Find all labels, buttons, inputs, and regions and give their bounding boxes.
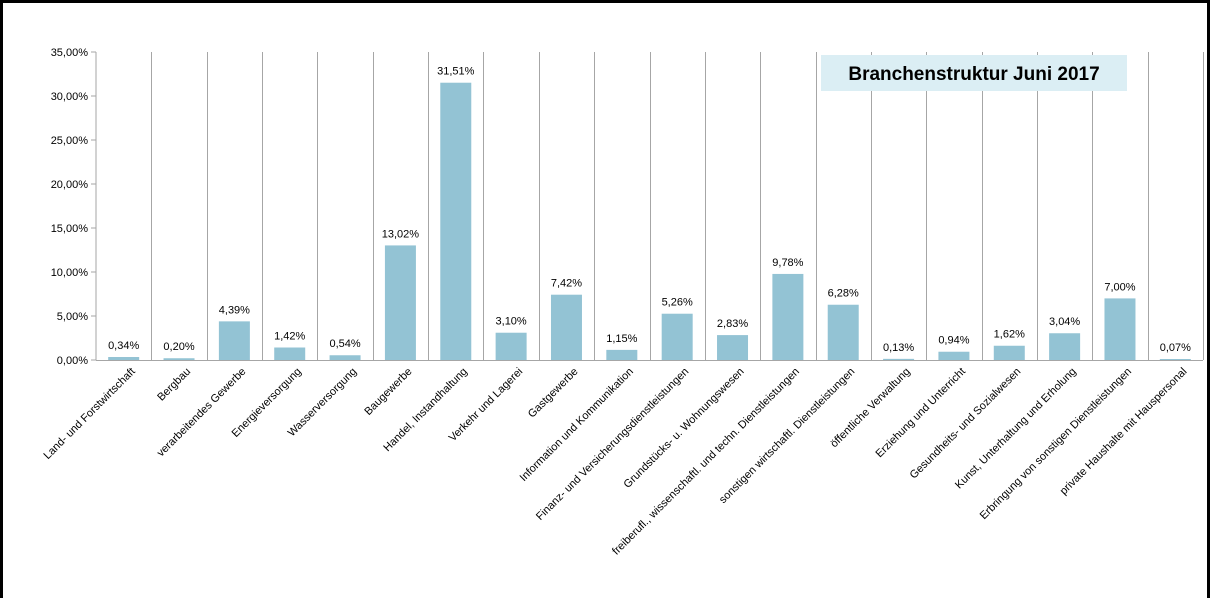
bar <box>717 335 749 360</box>
data-label: 0,34% <box>108 340 139 352</box>
bar-chart: 0,34% 0,20% 4,39% 1,42% 0,54% 13,02% 31,51% 3,1… <box>42 47 1204 558</box>
data-label: 9,78% <box>772 257 803 269</box>
data-label: 0,94% <box>938 335 969 347</box>
data-label: 2,83% <box>717 318 748 330</box>
y-tick-label: 25,00% <box>51 135 89 147</box>
data-label: 31,51% <box>437 66 475 78</box>
bar <box>606 349 638 360</box>
data-label: 4,39% <box>219 304 250 316</box>
bar <box>1104 298 1136 360</box>
data-label: 0,13% <box>883 342 914 354</box>
data-label-layer: 0,34% 0,20% 4,39% 1,42% 0,54% 13,02% 31,51% 3,1… <box>108 66 1191 354</box>
data-label: 7,00% <box>1104 281 1135 293</box>
data-label: 13,02% <box>382 228 420 240</box>
x-tick-label: freiberufl., wissenschaftl. und techn. D… <box>610 366 802 558</box>
y-tick-label: 20,00% <box>51 179 89 191</box>
bar <box>1159 359 1191 360</box>
x-tick-label: Land- und Forstwirtschaft <box>42 366 138 462</box>
x-tick-label: verarbeitendes Gewerbe <box>155 366 249 460</box>
bar <box>883 358 915 360</box>
y-tick-label: 35,00% <box>51 47 89 59</box>
x-axis-tick-layer: Land- und Forstwirtschaft Bergbauverarbei… <box>42 366 1190 558</box>
data-label: 0,20% <box>163 341 194 353</box>
data-label: 7,42% <box>551 278 582 290</box>
bar <box>495 332 527 360</box>
x-tick-label: Information und Kommunikation <box>518 366 636 484</box>
data-label: 0,07% <box>1160 342 1191 354</box>
bar <box>274 347 306 360</box>
chart-title-group: Branchenstruktur Juni 2017 <box>821 55 1127 91</box>
data-label: 1,42% <box>274 331 305 343</box>
data-label: 6,28% <box>828 288 859 300</box>
grid-layer <box>95 52 1204 361</box>
x-tick-label: Erziehung und Unterricht <box>874 366 969 461</box>
bar <box>218 321 250 360</box>
y-tick-label: 10,00% <box>51 267 89 279</box>
bar <box>1049 333 1081 360</box>
bar <box>550 294 582 360</box>
x-tick-label: Grundstücks- u. Wohnungswesen <box>622 366 747 491</box>
y-tick-label: 0,00% <box>57 355 88 367</box>
x-tick-label: Gesundheits- und Sozialwesen <box>908 366 1024 482</box>
x-tick-label: Kunst, Unterhaltung und Erholung <box>953 366 1079 492</box>
data-label: 0,54% <box>329 338 360 350</box>
bar <box>163 358 195 360</box>
chart-title: Branchenstruktur Juni 2017 <box>848 64 1099 85</box>
bar <box>108 357 140 360</box>
data-label: 1,15% <box>606 333 637 345</box>
x-tick-label: Gastgewerbe <box>526 366 581 421</box>
x-tick-label: Baugewerbe <box>362 366 414 418</box>
bar <box>938 351 970 360</box>
bar <box>329 355 361 360</box>
x-tick-label: Bergbau <box>155 366 193 404</box>
data-label: 3,10% <box>496 316 527 328</box>
data-label: 3,04% <box>1049 316 1080 328</box>
bar <box>384 245 416 360</box>
bar <box>661 313 693 360</box>
data-label: 1,62% <box>994 329 1025 341</box>
y-tick-label: 5,00% <box>57 311 88 323</box>
bar <box>440 82 472 360</box>
y-tick-label: 15,00% <box>51 223 89 235</box>
y-axis-tick-layer: 0,00% 5,00% 10,00% 15,00% 20,00% 25,00% 30,00%… <box>51 47 96 367</box>
bar-layer <box>108 82 1191 360</box>
y-tick-label: 30,00% <box>51 91 89 103</box>
bar <box>993 345 1025 360</box>
chart-title-background <box>821 55 1127 91</box>
data-label: 5,26% <box>662 297 693 309</box>
bar <box>827 304 859 360</box>
bar <box>772 273 804 360</box>
x-tick-label: private Haushalte mit Hauspersonal <box>1058 366 1190 498</box>
